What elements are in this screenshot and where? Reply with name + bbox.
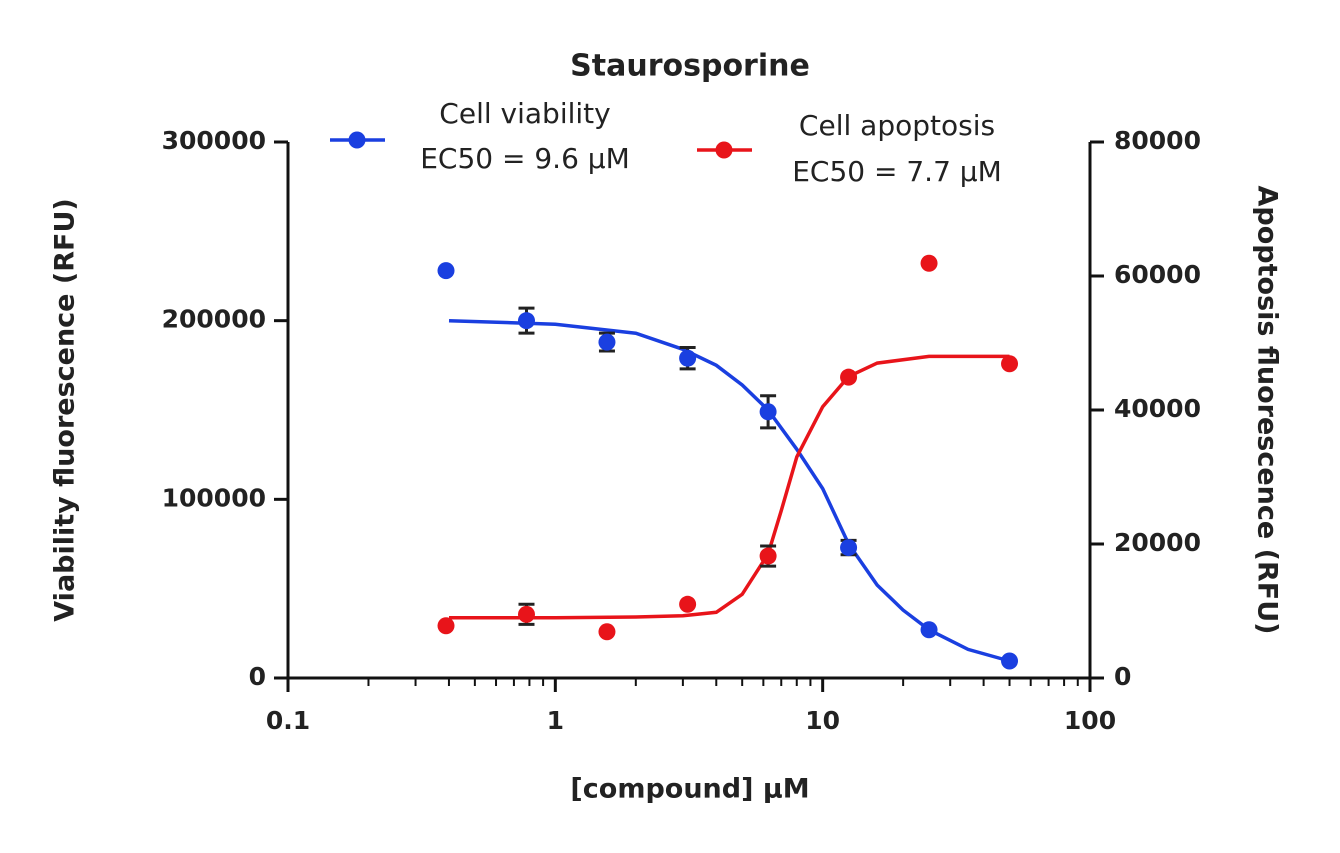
legend-subtext: EC50 = 7.7 µM xyxy=(792,155,1002,188)
data-point xyxy=(920,254,938,272)
legend-subtext: EC50 = 9.6 µM xyxy=(420,142,630,175)
y2-axis-label: Apoptosis fluorescence (RFU) xyxy=(1252,186,1283,635)
legend-marker xyxy=(715,141,733,159)
data-point xyxy=(437,262,455,280)
y2-tick-label: 0 xyxy=(1114,662,1131,691)
x-tick-label: 0.1 xyxy=(266,706,310,735)
x-tick-label: 100 xyxy=(1064,706,1116,735)
fit-curve xyxy=(449,354,1010,620)
data-point xyxy=(517,605,535,623)
data-point xyxy=(598,333,616,351)
y2-tick-label: 40000 xyxy=(1114,394,1201,423)
data-point xyxy=(840,368,858,386)
data-point xyxy=(759,547,777,565)
y-tick-label: 300000 xyxy=(162,126,266,155)
chart-title: Staurosporine xyxy=(570,49,810,84)
data-point xyxy=(437,617,455,635)
y-tick-label: 100000 xyxy=(162,483,266,512)
data-point xyxy=(759,403,777,421)
x-tick-label: 1 xyxy=(547,706,564,735)
data-point xyxy=(840,539,858,557)
data-point xyxy=(679,349,697,367)
y-tick-label: 0 xyxy=(249,662,266,691)
data-point xyxy=(517,312,535,330)
data-point xyxy=(679,595,697,613)
data-point xyxy=(920,621,938,639)
data-point xyxy=(598,623,616,641)
data-point xyxy=(1001,652,1019,670)
legend-marker xyxy=(348,131,366,149)
fit-curve xyxy=(448,318,1010,663)
legend-label: Cell apoptosis xyxy=(799,109,995,142)
x-axis-label: [compound] µM xyxy=(570,774,809,805)
y-tick-label: 200000 xyxy=(162,305,266,334)
x-tick-label: 10 xyxy=(805,706,840,735)
legend-label: Cell viability xyxy=(439,97,610,130)
y2-tick-label: 20000 xyxy=(1114,528,1201,557)
y2-tick-label: 80000 xyxy=(1114,126,1201,155)
y-axis-label: Viability fluorescence (RFU) xyxy=(50,198,81,621)
data-point xyxy=(1001,355,1019,373)
y2-tick-label: 60000 xyxy=(1114,260,1201,289)
